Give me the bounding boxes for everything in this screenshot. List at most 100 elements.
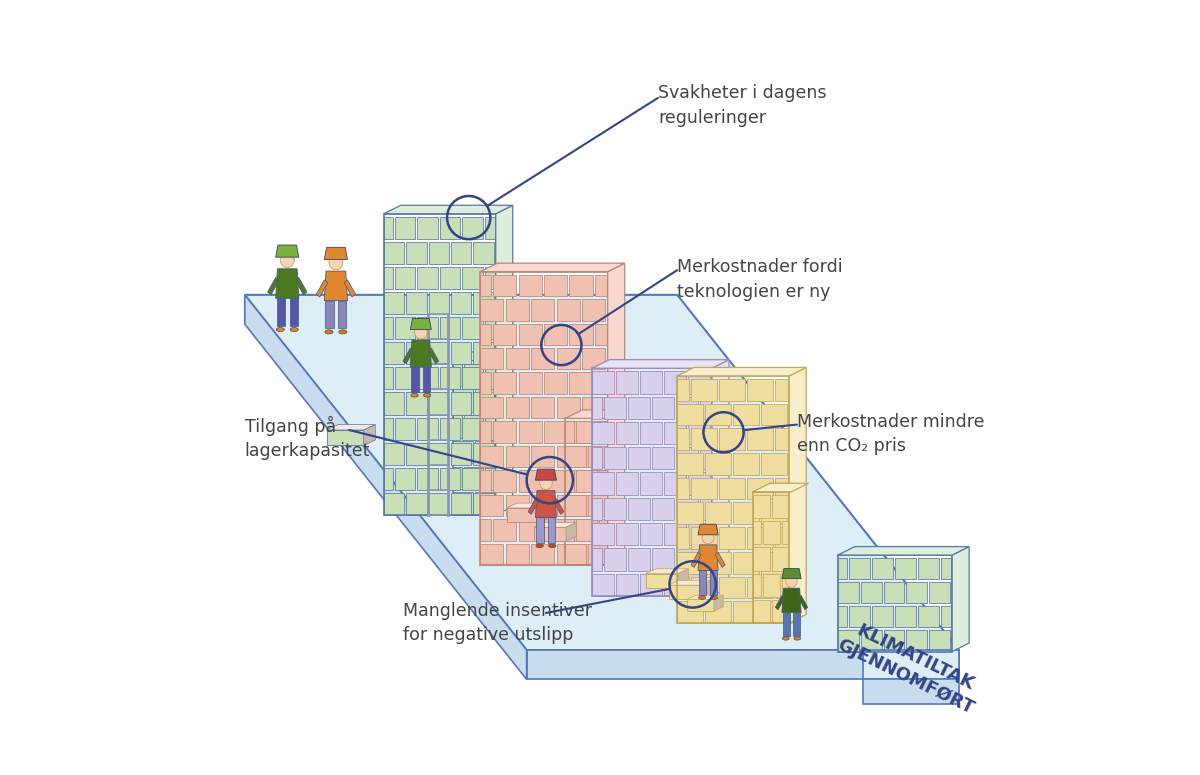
Bar — [700, 447, 712, 470]
Bar — [532, 397, 554, 419]
Bar — [565, 446, 586, 467]
Bar — [518, 519, 541, 541]
Polygon shape — [528, 498, 539, 515]
Bar — [706, 404, 731, 425]
Bar — [557, 494, 580, 516]
Ellipse shape — [290, 328, 299, 332]
Bar — [782, 612, 790, 635]
Bar — [719, 379, 745, 401]
Polygon shape — [480, 264, 625, 272]
Bar — [582, 348, 606, 370]
Bar — [677, 453, 703, 475]
Bar — [918, 558, 938, 579]
Bar — [941, 558, 952, 579]
Bar — [677, 577, 689, 598]
Bar — [599, 422, 610, 443]
Bar — [395, 267, 415, 289]
Bar — [493, 274, 516, 296]
Bar — [691, 379, 716, 401]
Polygon shape — [712, 360, 728, 596]
Polygon shape — [295, 277, 307, 294]
Polygon shape — [410, 340, 431, 367]
Bar — [748, 379, 773, 401]
Bar — [570, 274, 593, 296]
Bar — [761, 552, 787, 574]
Bar — [752, 547, 770, 570]
Bar — [677, 601, 703, 623]
Bar — [706, 453, 731, 475]
Bar — [906, 582, 928, 603]
Bar — [700, 397, 712, 419]
Bar — [451, 493, 472, 515]
Bar — [652, 498, 674, 520]
Polygon shape — [276, 269, 299, 298]
Bar — [473, 292, 493, 314]
Bar — [628, 397, 650, 419]
Polygon shape — [565, 410, 628, 419]
Bar — [406, 392, 426, 415]
Polygon shape — [454, 352, 512, 360]
Bar — [595, 373, 607, 394]
Bar — [485, 468, 496, 490]
Bar — [439, 367, 460, 389]
Bar — [860, 582, 882, 603]
Polygon shape — [701, 580, 712, 599]
Bar — [505, 543, 529, 565]
Polygon shape — [698, 524, 718, 535]
Bar — [454, 467, 462, 489]
Bar — [640, 574, 662, 596]
Ellipse shape — [325, 330, 334, 334]
Ellipse shape — [702, 531, 714, 544]
Bar — [428, 242, 449, 264]
Bar — [664, 422, 686, 444]
Bar — [493, 519, 516, 541]
Bar — [570, 422, 593, 443]
Polygon shape — [384, 205, 512, 214]
Bar — [838, 606, 847, 628]
Bar — [289, 298, 298, 326]
Bar — [464, 467, 484, 489]
Bar — [773, 495, 790, 518]
Bar — [412, 367, 419, 392]
Polygon shape — [691, 553, 701, 567]
Bar — [677, 429, 689, 450]
Bar — [752, 495, 770, 518]
Bar — [688, 523, 710, 546]
Bar — [474, 389, 494, 412]
Polygon shape — [798, 595, 808, 610]
Bar — [451, 242, 472, 264]
Polygon shape — [535, 469, 557, 480]
Bar — [544, 323, 568, 345]
Bar — [748, 527, 773, 549]
Polygon shape — [715, 553, 725, 567]
Bar — [883, 582, 905, 603]
Bar — [668, 585, 701, 599]
Bar — [532, 543, 554, 565]
Bar — [677, 502, 703, 524]
Bar — [493, 422, 516, 443]
Bar — [748, 477, 773, 499]
Bar — [677, 379, 689, 401]
Bar — [719, 429, 745, 450]
Polygon shape — [790, 367, 806, 623]
Polygon shape — [326, 425, 376, 430]
Bar — [462, 317, 482, 339]
Bar — [688, 371, 710, 394]
Bar — [565, 470, 575, 492]
Bar — [593, 498, 602, 520]
Bar — [664, 523, 686, 546]
Polygon shape — [607, 264, 625, 565]
Bar — [762, 521, 780, 544]
Bar — [384, 317, 392, 339]
Polygon shape — [838, 546, 970, 555]
Bar — [605, 549, 626, 570]
Bar — [464, 415, 484, 438]
Bar — [605, 447, 626, 470]
Polygon shape — [344, 280, 355, 297]
Bar — [518, 323, 541, 345]
Bar — [480, 470, 491, 492]
Bar — [595, 519, 607, 541]
Bar — [700, 498, 712, 520]
Bar — [676, 498, 698, 520]
Bar — [761, 404, 787, 425]
